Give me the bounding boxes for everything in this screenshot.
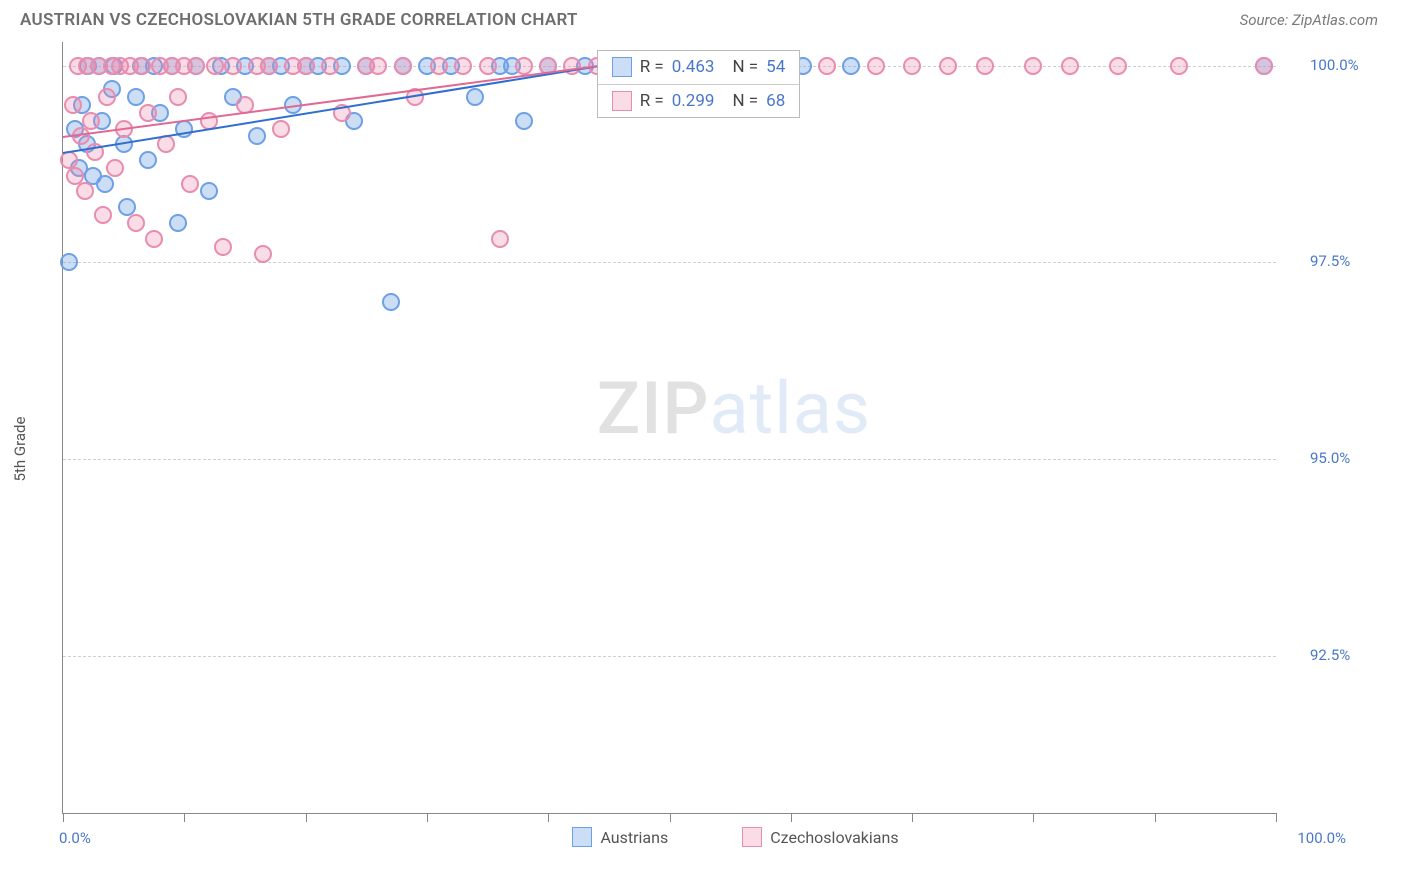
legend-swatch (572, 827, 592, 847)
data-point (1170, 57, 1188, 75)
x-tick (548, 813, 549, 822)
data-point (214, 238, 232, 256)
data-point (60, 253, 78, 271)
data-point (169, 214, 187, 232)
data-point (976, 57, 994, 75)
legend-swatch (612, 91, 632, 111)
data-point (818, 57, 836, 75)
chart-area: 5th Grade ZIPatlas 92.5%95.0%97.5%100.0%… (20, 42, 1386, 856)
x-tick (1276, 813, 1277, 822)
data-point (64, 96, 82, 114)
x-tick (306, 813, 307, 822)
data-point (206, 57, 224, 75)
x-tick (670, 813, 671, 822)
data-point (515, 112, 533, 130)
stats-row: R = 0.463 N = 54 (598, 51, 800, 84)
data-point (272, 120, 290, 138)
data-point (842, 57, 860, 75)
stat-n-value: 68 (766, 87, 785, 116)
data-point (479, 57, 497, 75)
data-point (382, 293, 400, 311)
data-point (181, 175, 199, 193)
x-tick (63, 813, 64, 822)
y-axis-label: 5th Grade (11, 417, 29, 482)
stat-r-label: R = (640, 87, 664, 116)
gridline (63, 262, 1276, 263)
data-point (133, 57, 151, 75)
stat-r-value: 0.299 (672, 87, 715, 116)
legend-swatch (742, 827, 762, 847)
watermark-atlas: atlas (709, 366, 871, 451)
data-point (248, 127, 266, 145)
stat-n-label: N = (732, 53, 758, 82)
chart-source: Source: ZipAtlas.com (1240, 11, 1378, 29)
data-point (106, 159, 124, 177)
x-tick (427, 813, 428, 822)
data-point (200, 182, 218, 200)
data-point (254, 245, 272, 263)
x-tick (1033, 813, 1034, 822)
x-tick-label: 100.0% (1297, 829, 1346, 847)
stats-box: R = 0.463 N = 54 R = 0.299 N = 68 (597, 50, 801, 119)
watermark-zip: ZIP (597, 366, 710, 451)
x-tick (912, 813, 913, 822)
data-point (466, 88, 484, 106)
data-point (127, 214, 145, 232)
data-point (145, 230, 163, 248)
data-point (187, 57, 205, 75)
data-point (321, 57, 339, 75)
data-point (76, 182, 94, 200)
data-point (224, 57, 242, 75)
legend-item: Czechoslovakians (742, 827, 898, 847)
data-point (369, 57, 387, 75)
gridline (63, 656, 1276, 657)
y-tick-label: 95.0% (1310, 449, 1350, 467)
data-point (98, 88, 116, 106)
data-point (1061, 57, 1079, 75)
data-point (1024, 57, 1042, 75)
data-point (867, 57, 885, 75)
data-point (903, 57, 921, 75)
data-point (82, 112, 100, 130)
data-point (515, 57, 533, 75)
data-point (139, 104, 157, 122)
chart-header: AUSTRIAN VS CZECHOSLOVAKIAN 5TH GRADE CO… (0, 0, 1406, 36)
y-tick-label: 97.5% (1310, 252, 1350, 270)
data-point (260, 57, 278, 75)
x-tick-label: 0.0% (59, 829, 91, 847)
legend-swatch (612, 57, 632, 77)
data-point (430, 57, 448, 75)
data-point (939, 57, 957, 75)
data-point (394, 57, 412, 75)
stat-r-value: 0.463 (672, 53, 715, 82)
data-point (297, 57, 315, 75)
data-point (1109, 57, 1127, 75)
data-point (96, 175, 114, 193)
watermark: ZIPatlas (597, 366, 871, 451)
data-point (169, 88, 187, 106)
data-point (454, 57, 472, 75)
data-point (491, 230, 509, 248)
legend-label: Czechoslovakians (770, 828, 898, 847)
stat-r-label: R = (640, 53, 664, 82)
legend-item: Austrians (572, 827, 668, 847)
legend-label: Austrians (600, 828, 668, 847)
x-tick (791, 813, 792, 822)
data-point (94, 206, 112, 224)
y-tick-label: 100.0% (1310, 56, 1359, 74)
stat-n-value: 54 (766, 53, 785, 82)
y-tick-label: 92.5% (1310, 646, 1350, 664)
data-point (1255, 57, 1273, 75)
data-point (127, 88, 145, 106)
stat-n-label: N = (732, 87, 758, 116)
stats-row: R = 0.299 N = 68 (598, 84, 800, 118)
x-tick (184, 813, 185, 822)
x-tick (1155, 813, 1156, 822)
gridline (63, 459, 1276, 460)
chart-title: AUSTRIAN VS CZECHOSLOVAKIAN 5TH GRADE CO… (20, 10, 578, 30)
data-point (139, 151, 157, 169)
plot-region: ZIPatlas 92.5%95.0%97.5%100.0%0.0%100.0%… (62, 42, 1276, 814)
